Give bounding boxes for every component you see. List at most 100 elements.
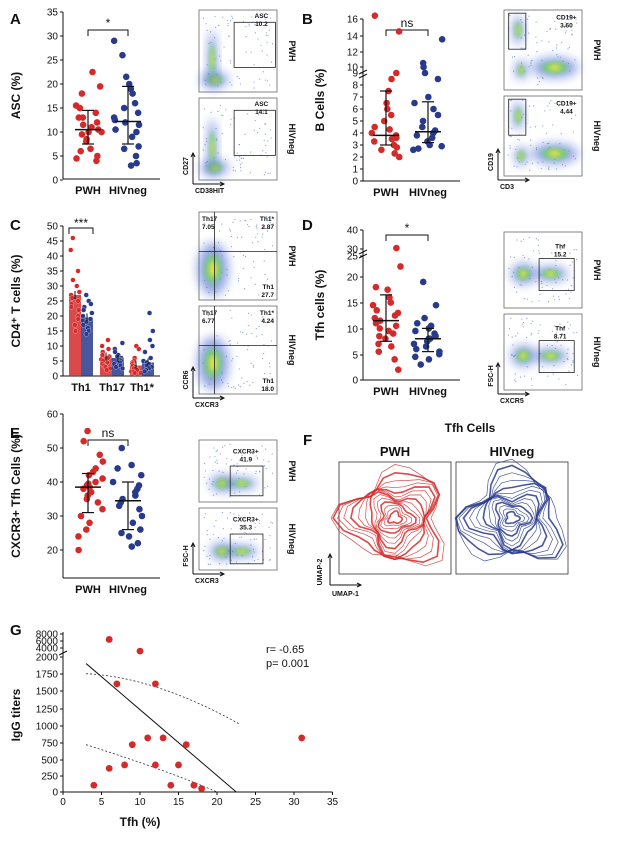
event-dot — [270, 521, 272, 523]
gate-box — [508, 12, 527, 50]
data-point-pwh — [391, 356, 398, 363]
event-dot — [246, 381, 248, 383]
event-dot — [555, 28, 557, 30]
flow-plot-hivneg: CD19+4.44 HIVneg — [503, 95, 602, 177]
event-dot — [266, 156, 268, 158]
event-dot — [229, 496, 231, 498]
event-dot — [538, 81, 541, 83]
y-tick-label: 20 — [347, 273, 359, 284]
event-dot — [265, 152, 267, 154]
event-dot — [218, 230, 221, 232]
event-dot — [523, 298, 526, 300]
data-point-pwh — [86, 519, 93, 527]
event-dot — [565, 30, 567, 32]
data-point-hivneg — [434, 75, 442, 83]
data-point-pwh — [89, 68, 96, 76]
data-point-hivneg — [128, 461, 135, 469]
event-dot — [238, 77, 240, 80]
event-dot — [576, 331, 578, 333]
y-tick-label: 0 — [52, 788, 58, 799]
event-dot — [553, 325, 555, 327]
data-point — [70, 235, 76, 241]
event-dot — [210, 111, 212, 114]
y-axis-arrow — [495, 147, 501, 180]
event-dot — [513, 56, 516, 58]
gate-value: 4.24 — [261, 318, 274, 325]
event-dot — [530, 139, 532, 141]
event-dot — [563, 361, 565, 363]
event-dot — [529, 169, 531, 171]
y-axis-title: CD4⁺ T cells (%) — [9, 254, 23, 347]
event-dot — [206, 29, 208, 31]
x-tick-label: 10 — [134, 797, 146, 808]
y-tick-label: 30 — [47, 512, 59, 523]
data-point-pwh — [79, 114, 87, 121]
data-point-hivneg — [137, 526, 144, 533]
event-dot — [557, 56, 559, 58]
event-dot — [530, 323, 532, 325]
event-dot — [254, 283, 256, 285]
y-tick-label: 0 — [52, 372, 58, 383]
data-point — [72, 322, 78, 328]
event-dot — [541, 40, 543, 42]
event-dot — [232, 166, 234, 169]
event-dot — [234, 492, 236, 494]
event-dot — [536, 77, 539, 79]
event-dot — [569, 264, 571, 266]
event-dot — [522, 238, 524, 240]
event-dot — [522, 326, 524, 328]
data-point-hivneg — [413, 319, 421, 327]
data-point-pwh — [371, 12, 379, 19]
event-dot — [528, 237, 530, 239]
category-label: PWH — [75, 185, 101, 197]
event-dot — [567, 358, 569, 361]
data-point-pwh — [384, 286, 391, 294]
event-dot — [270, 340, 273, 342]
event-dot — [548, 102, 551, 104]
event-dot — [250, 51, 252, 53]
event-dot — [206, 530, 208, 532]
umap-contour — [504, 510, 522, 525]
event-dot — [519, 376, 522, 378]
data-point-pwh — [80, 437, 87, 445]
event-dot — [220, 114, 222, 116]
event-dot — [555, 260, 557, 262]
event-dot — [207, 315, 210, 317]
data-point-hivneg — [417, 361, 425, 368]
event-dot — [520, 240, 522, 242]
data-point-pwh — [388, 75, 395, 83]
data-point-hivneg — [109, 478, 117, 486]
event-dot — [510, 256, 512, 258]
event-dot — [251, 16, 253, 18]
x-axis-marker: CD38HIT — [195, 188, 225, 195]
event-dot — [507, 334, 510, 336]
data-point-hivneg — [412, 345, 420, 353]
event-dot — [225, 109, 227, 111]
event-dot — [571, 261, 573, 263]
data-point — [104, 359, 110, 366]
data-point — [113, 680, 121, 688]
event-dot — [245, 219, 247, 222]
y-tick-label: 1500 — [36, 687, 59, 698]
event-dot — [264, 373, 266, 375]
data-point-pwh — [84, 427, 91, 435]
gate-value: 15.2 — [554, 252, 567, 259]
event-dot — [205, 138, 208, 140]
y-tick-label: 60 — [47, 410, 59, 421]
x-axis-arrow — [193, 395, 226, 401]
event-dot — [257, 38, 259, 40]
event-dot — [568, 15, 570, 18]
event-dot — [249, 172, 251, 174]
event-dot — [270, 380, 272, 382]
event-dot — [225, 463, 227, 465]
event-dot — [567, 279, 569, 281]
event-dot — [221, 133, 223, 135]
event-dot — [540, 167, 542, 170]
data-point-hivneg — [137, 471, 145, 479]
density-0-core — [219, 548, 226, 555]
gate-name: Th1* — [260, 310, 275, 317]
y-axis-title: B Cells (%) — [313, 69, 327, 132]
y-tick-label: 6 — [352, 105, 358, 116]
event-dot — [554, 20, 556, 22]
data-point-hivneg — [122, 73, 130, 81]
